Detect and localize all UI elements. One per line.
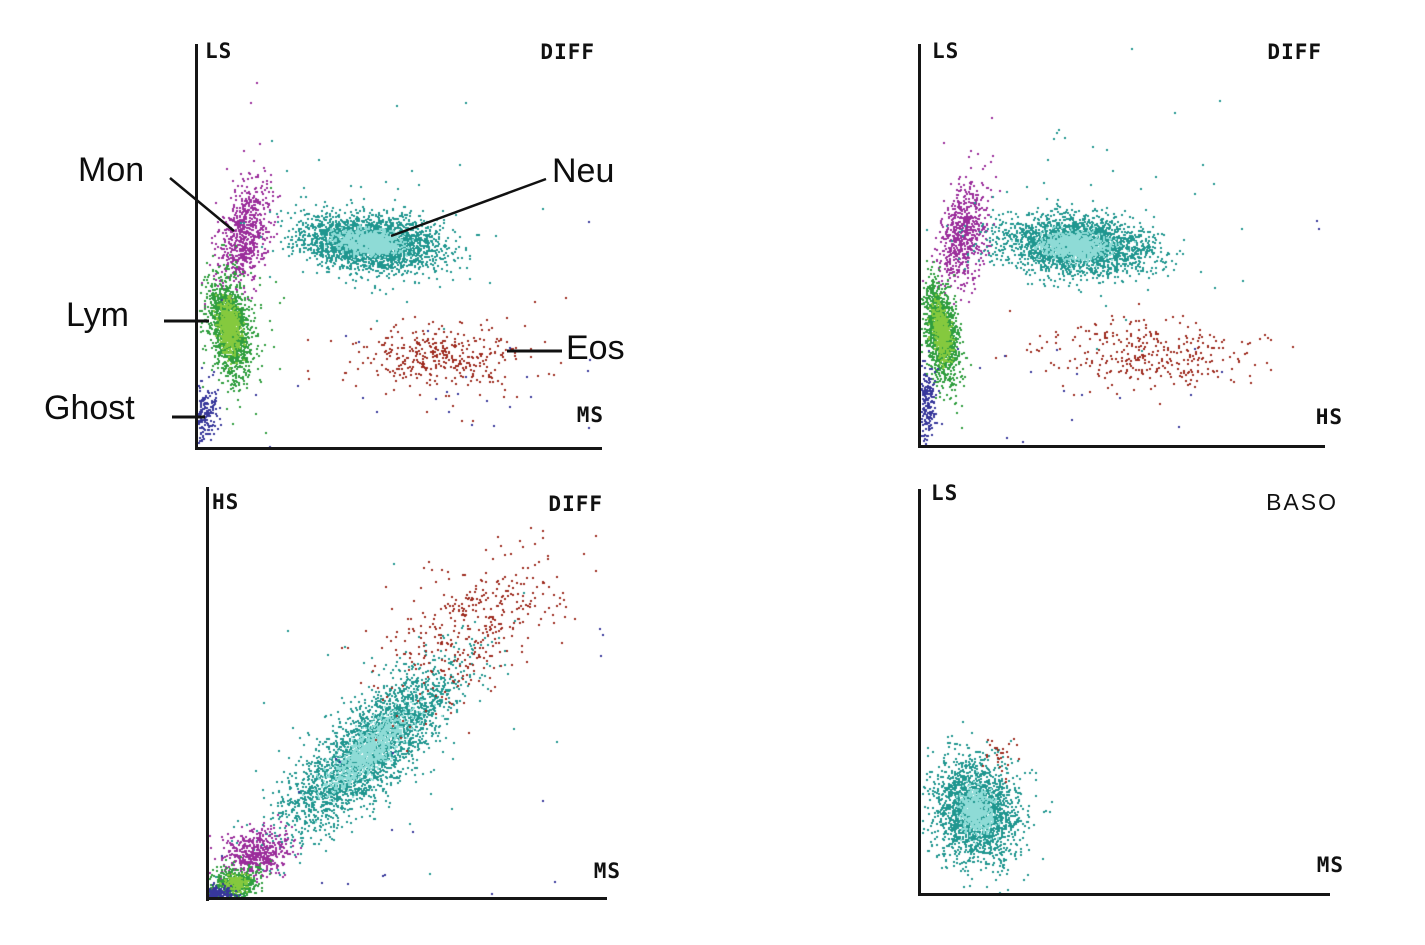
plot1-y-axis-label: LS: [205, 39, 233, 63]
scatter-canvas-diff-ls-ms: [198, 46, 602, 447]
scatter-canvas-baso: [921, 491, 1328, 893]
plot2-x-axis-line: [918, 445, 1325, 448]
plot3-y-axis-line: [206, 487, 209, 901]
plot1-title: DIFF: [540, 40, 595, 64]
plot3-title: DIFF: [548, 492, 603, 516]
plot1-x-axis-label: MS: [576, 403, 604, 427]
plot2-y-axis-line: [918, 44, 921, 448]
plot2-x-axis-label: HS: [1315, 405, 1343, 429]
plot2-title: DIFF: [1267, 40, 1322, 64]
plot4-y-axis-label: LS: [931, 481, 959, 505]
annotation-lym: Lym: [66, 296, 129, 334]
annotation-eos: Eos: [566, 329, 625, 367]
annotation-mon: Mon: [78, 151, 145, 189]
plot4-y-axis-line: [918, 489, 921, 896]
plot4-x-axis-label: MS: [1316, 853, 1344, 877]
annotation-ghost: Ghost: [44, 389, 135, 427]
scatter-canvas-diff-ls-hs: [921, 46, 1325, 445]
plot1-x-axis-line: [195, 447, 602, 450]
annotation-neu: Neu: [552, 152, 615, 190]
plot3-x-axis-label: MS: [593, 859, 621, 883]
plot4-title: BASO: [1266, 489, 1338, 515]
plot1-y-axis-line: [195, 44, 198, 450]
scatter-canvas-diff-hs-ms: [209, 489, 607, 897]
plot2-y-axis-label: LS: [932, 39, 960, 63]
plot3-y-axis-label: HS: [212, 490, 240, 514]
plot3-x-axis-line: [206, 897, 607, 900]
plot4-x-axis-line: [918, 893, 1330, 896]
